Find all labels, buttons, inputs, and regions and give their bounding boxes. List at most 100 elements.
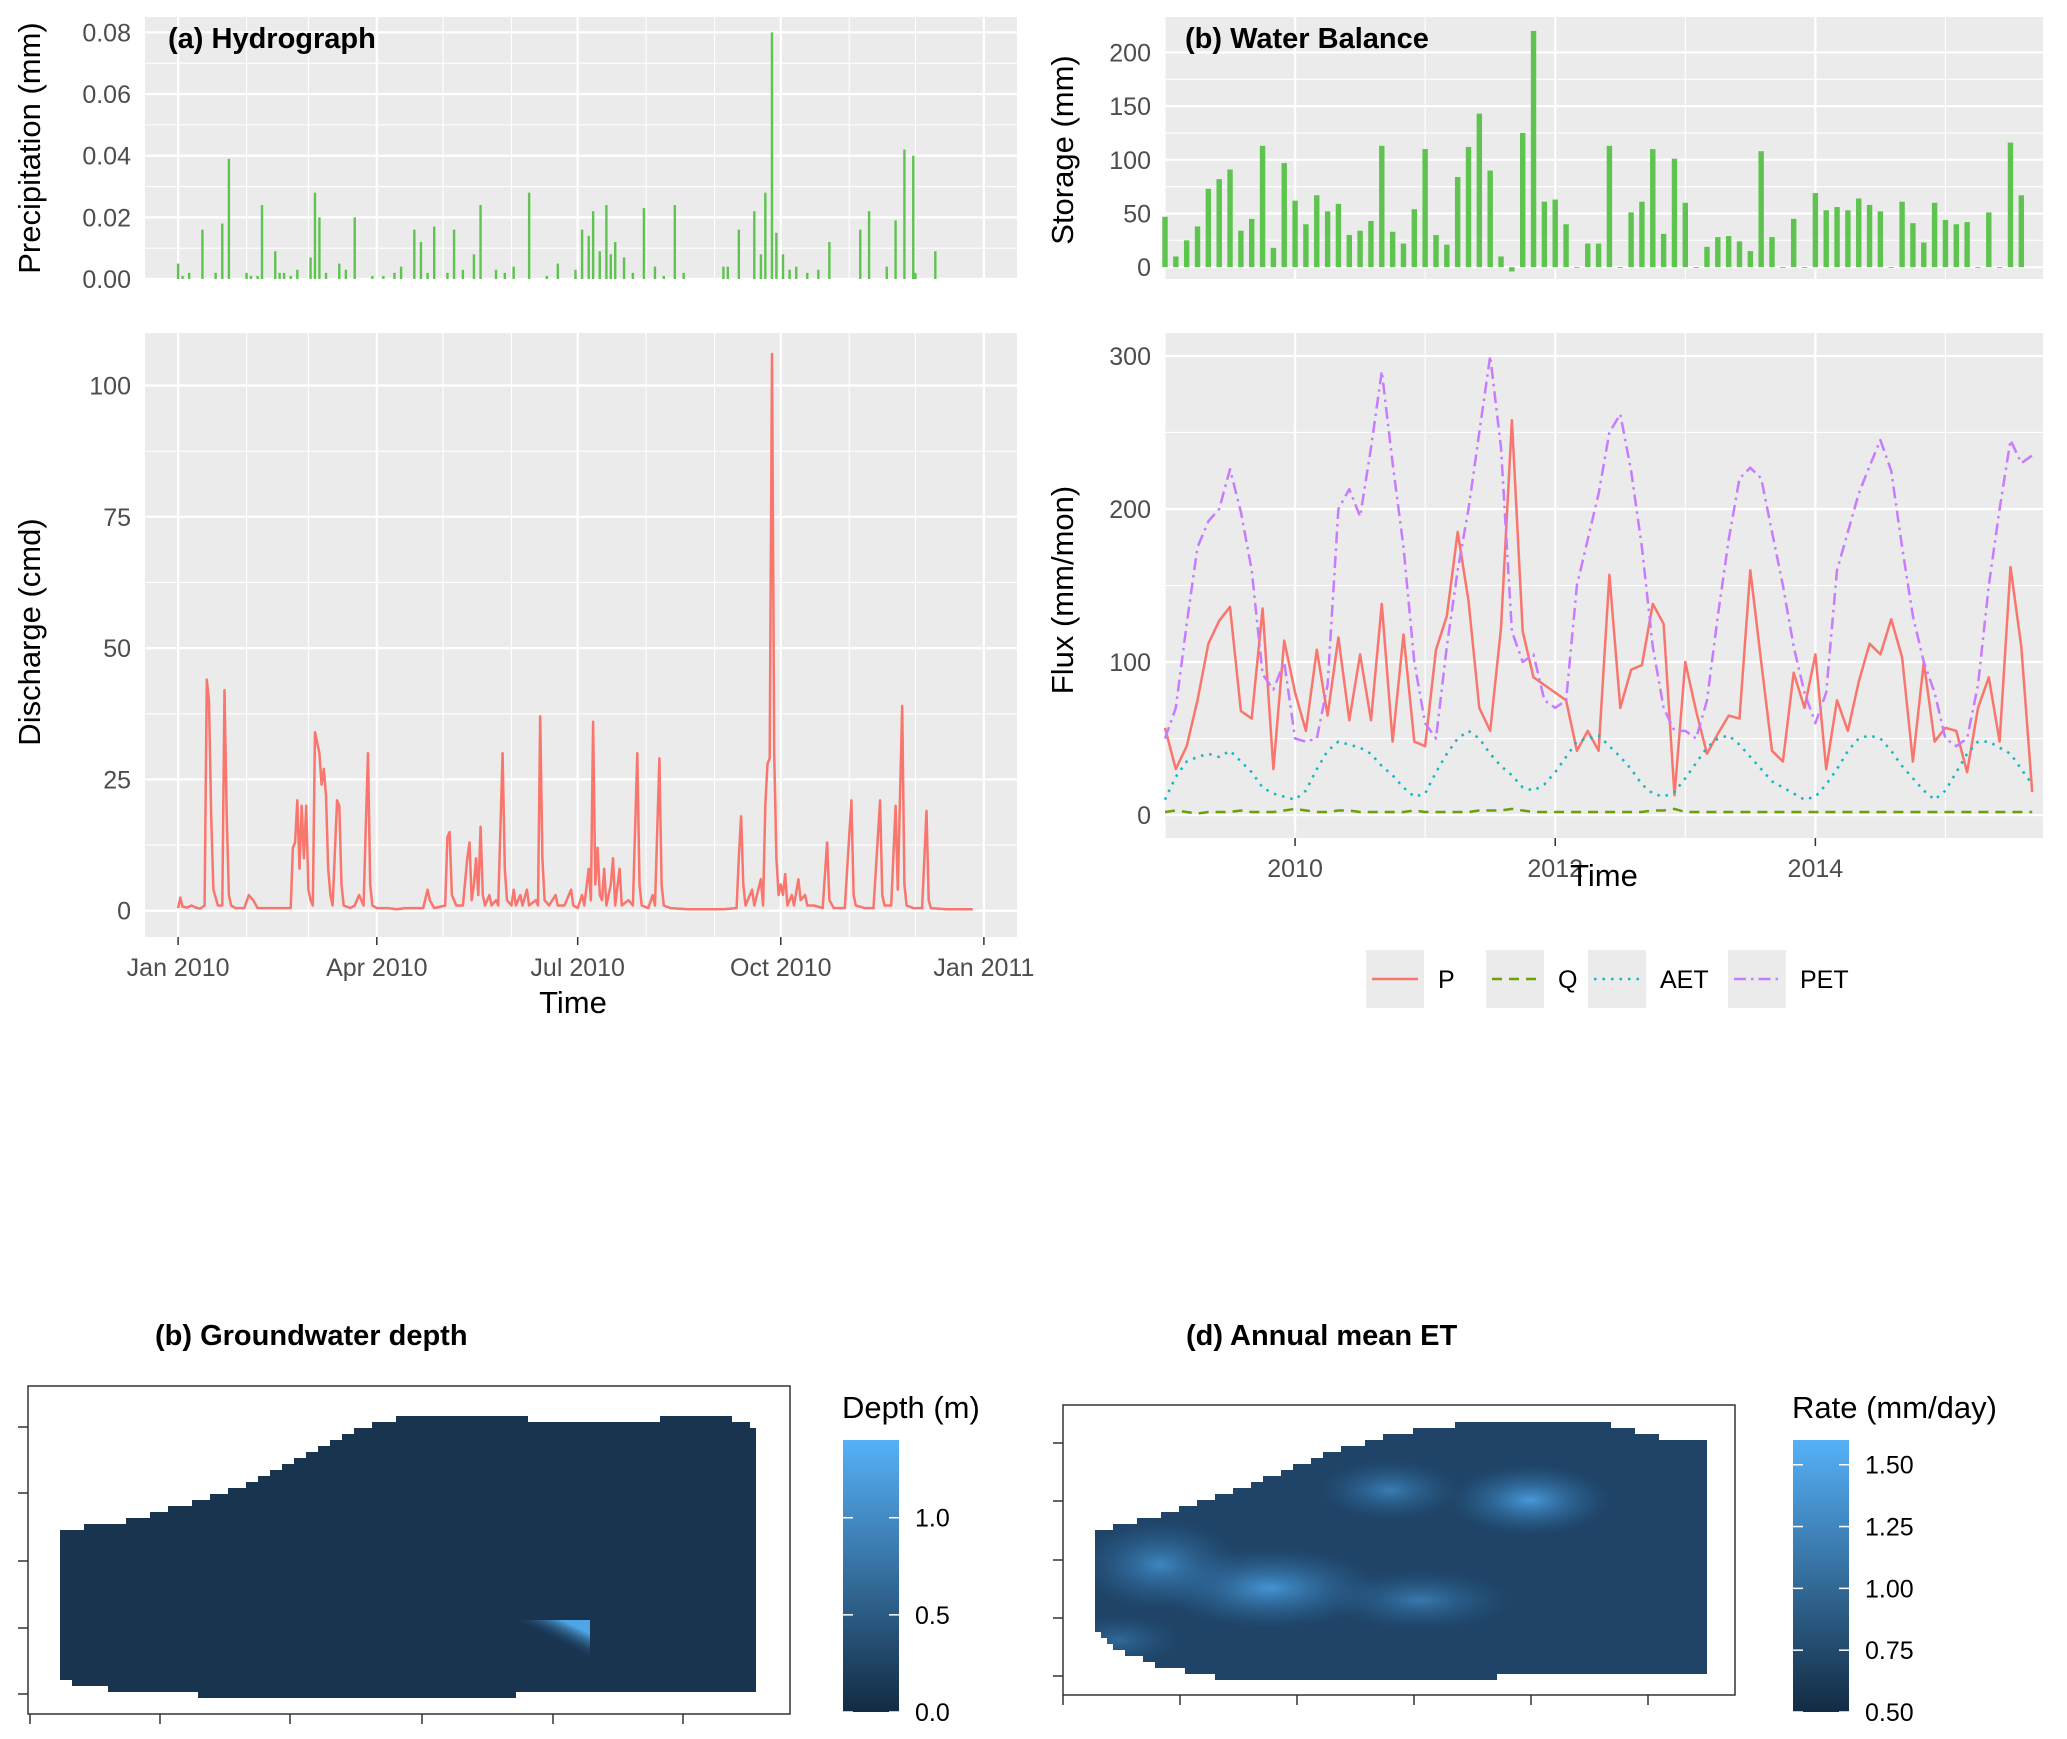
panel-b-storage: 0 50 100 150 200 (b) Water Balance Storage (…	[1045, 17, 2043, 282]
et-hotspot	[1450, 1465, 1610, 1535]
precip-bar	[653, 266, 657, 279]
y-tick-label: 0.08	[82, 19, 131, 47]
precip-bar	[574, 269, 577, 279]
precip-bar	[176, 263, 180, 279]
storage-bar	[1552, 199, 1558, 268]
precip-bar	[726, 266, 730, 279]
map-ticks	[18, 1426, 684, 1724]
x-tick-labels: Jan 2010 Apr 2010 Jul 2010 Oct 2010 Jan 2011	[127, 937, 1034, 982]
y-tick-label: 200	[1109, 39, 1151, 67]
precip-bar	[227, 158, 231, 279]
storage-bar	[1856, 198, 1862, 268]
precip-bar	[817, 269, 820, 279]
y-tick-labels: 0 100 200 300	[1109, 343, 1151, 830]
precip-bar	[591, 211, 595, 279]
storage-bar	[1205, 188, 1212, 268]
precip-bar	[472, 254, 476, 279]
precip-bar	[934, 251, 937, 279]
legend-title: Depth (m)	[842, 1390, 980, 1425]
precip-bar	[214, 272, 217, 279]
precip-bar	[245, 272, 248, 279]
precip-bar	[598, 251, 601, 279]
storage-bar	[1877, 211, 1884, 268]
precip-bar	[662, 275, 665, 279]
storage-bar	[1498, 256, 1504, 268]
panel-b-flux: 0 100 200 300 2010 2012 2014 Time Flux (mm/mo…	[1045, 333, 2043, 893]
precip-bar	[587, 235, 590, 279]
y-axis-title: Flux (mm/mon)	[1045, 486, 1080, 694]
y-tick-label: 0	[117, 898, 131, 926]
legend-label-q: Q	[1558, 966, 1577, 994]
panel-background	[1165, 17, 2043, 279]
storage-bar	[1368, 221, 1374, 268]
y-tick-label: 0	[1137, 802, 1151, 830]
storage-bar	[1411, 209, 1418, 268]
colorbar-label: 0.5	[915, 1602, 950, 1630]
precip-bar	[622, 257, 626, 279]
storage-bar	[1216, 179, 1222, 268]
precip-bar	[737, 229, 741, 279]
x-tick-label: 2010	[1267, 855, 1323, 883]
storage-bar	[1389, 231, 1396, 268]
precip-bar	[260, 205, 264, 279]
storage-bar	[1183, 240, 1190, 268]
precip-bar	[673, 205, 677, 279]
precip-bar	[631, 272, 635, 279]
precip-bar	[859, 229, 862, 279]
storage-bar	[1238, 230, 1244, 268]
storage-bar	[1259, 145, 1266, 268]
precip-bar	[894, 220, 897, 279]
y-tick-label: 75	[103, 504, 131, 532]
precip-bar	[382, 275, 385, 279]
storage-bar	[1324, 211, 1331, 268]
storage-bar	[1975, 267, 1981, 268]
precip-bar	[479, 205, 482, 279]
series-line-pet	[1163, 354, 2033, 748]
storage-bar	[1790, 218, 1797, 268]
storage-bar	[1400, 243, 1407, 268]
precip-bar	[914, 272, 917, 279]
precip-bar	[201, 229, 204, 279]
et-hotspot	[1095, 1615, 1180, 1665]
precip-bar	[371, 275, 374, 279]
precip-bar	[296, 269, 299, 279]
storage-bar	[1910, 223, 1916, 268]
y-tick-label: 0.04	[82, 143, 131, 171]
et-hotspots	[1095, 1460, 1610, 1665]
storage-bar	[1986, 212, 1992, 268]
precip-bar	[759, 254, 763, 279]
depth-legend-ticks: 0.0 0.5 1.0	[843, 1505, 950, 1727]
precip-bar	[494, 269, 498, 279]
storage-bar	[1303, 224, 1309, 268]
y-tick-label: 50	[1123, 201, 1151, 229]
precip-bar	[605, 205, 608, 279]
storage-bar	[1899, 201, 1905, 268]
y-tick-label: 0.02	[82, 204, 131, 232]
storage-bar	[1173, 256, 1179, 268]
et-hotspot	[1330, 1570, 1510, 1630]
precip-bar	[788, 269, 791, 279]
colorbar-label: 1.50	[1865, 1452, 1914, 1480]
storage-bar	[1736, 241, 1743, 268]
discharge-line	[176, 352, 973, 911]
storage-bar	[1454, 176, 1461, 268]
y-axis-title: Precipitation (mm)	[12, 22, 47, 274]
shallow-depth-corner	[520, 1620, 590, 1690]
et-hotspot	[1095, 1520, 1240, 1610]
storage-bar	[1639, 201, 1645, 268]
y-tick-label: 100	[1109, 147, 1151, 175]
precip-bar	[278, 272, 281, 279]
precip-bar	[580, 229, 584, 279]
panel-title: (a) Hydrograph	[168, 23, 376, 55]
precip-bar	[426, 272, 429, 279]
storage-bar	[1422, 149, 1428, 268]
precip-bar	[432, 226, 436, 279]
storage-bar	[1227, 169, 1233, 268]
storage-bar	[1715, 237, 1721, 268]
precip-bar	[419, 242, 423, 279]
rate-legend-ticks: 0.50 0.75 1.00 1.25 1.50	[1793, 1452, 1914, 1727]
precip-bar	[461, 269, 465, 279]
storage-bar	[1693, 267, 1699, 268]
y-tick-label: 25	[103, 766, 131, 794]
storage-bar	[1595, 243, 1602, 268]
